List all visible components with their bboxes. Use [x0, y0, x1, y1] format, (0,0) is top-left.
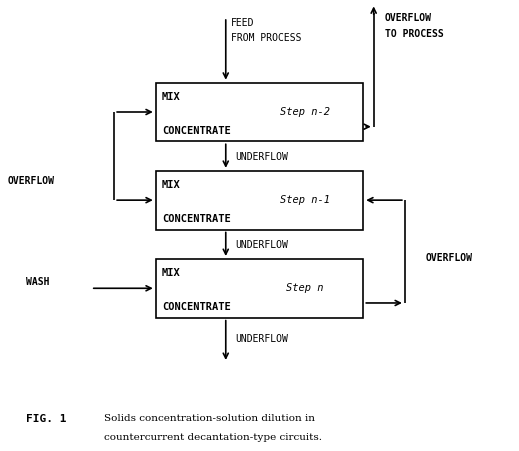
Bar	[156, 83, 363, 142]
Text: Step n-1: Step n-1	[280, 194, 330, 204]
Text: FIG. 1: FIG. 1	[26, 413, 66, 423]
Text: FEED: FEED	[231, 18, 254, 28]
Text: UNDERFLOW: UNDERFLOW	[235, 333, 288, 343]
Bar	[156, 171, 363, 230]
Text: UNDERFLOW: UNDERFLOW	[235, 152, 288, 162]
Text: countercurrent decantation-type circuits.: countercurrent decantation-type circuits…	[104, 432, 322, 441]
Text: UNDERFLOW: UNDERFLOW	[235, 239, 288, 250]
Text: TO PROCESS: TO PROCESS	[385, 29, 444, 39]
Text: FROM PROCESS: FROM PROCESS	[231, 32, 302, 42]
Text: Step n-2: Step n-2	[280, 106, 330, 116]
Text: CONCENTRATE: CONCENTRATE	[162, 125, 230, 135]
Text: WASH: WASH	[26, 276, 49, 286]
Text: CONCENTRATE: CONCENTRATE	[162, 213, 230, 223]
Text: MIX: MIX	[162, 179, 181, 189]
Text: Step n: Step n	[286, 282, 324, 292]
Text: OVERFLOW: OVERFLOW	[385, 13, 432, 23]
Text: MIX: MIX	[162, 267, 181, 277]
Text: MIX: MIX	[162, 92, 181, 101]
Text: CONCENTRATE: CONCENTRATE	[162, 301, 230, 311]
Text: Solids concentration-solution dilution in: Solids concentration-solution dilution i…	[104, 413, 315, 422]
Text: OVERFLOW: OVERFLOW	[426, 252, 473, 262]
Bar	[156, 259, 363, 318]
Text: OVERFLOW: OVERFLOW	[8, 175, 55, 185]
